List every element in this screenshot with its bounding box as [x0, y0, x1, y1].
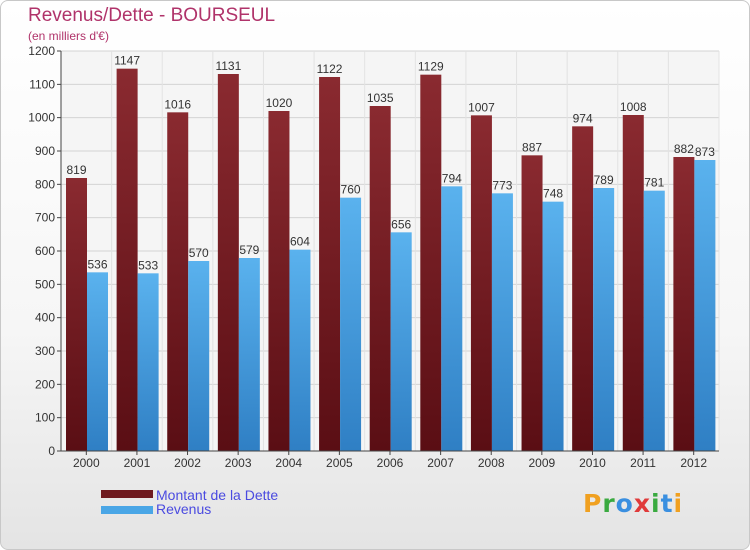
x-tick-label: 2005: [326, 456, 353, 470]
y-tick-label: 300: [35, 344, 55, 358]
revenus-bar: [491, 193, 513, 452]
x-tick-label: 2006: [377, 456, 404, 470]
legend-label-revenus: Revenus: [156, 501, 212, 517]
x-tick-label: 2004: [275, 456, 302, 470]
legend-swatch-revenus: [101, 506, 153, 514]
data-label: 1008: [620, 100, 647, 114]
y-tick-label: 1000: [28, 111, 55, 125]
y-tick-label: 0: [48, 444, 55, 458]
dette-bar: [369, 106, 391, 451]
dette-bar: [116, 68, 138, 452]
dette-bar: [470, 115, 492, 451]
data-label: 604: [290, 235, 310, 249]
data-label: 882: [674, 142, 694, 156]
legend-swatch-dette: [101, 490, 153, 498]
revenus-bar: [593, 188, 615, 451]
revenus-bar: [643, 190, 665, 451]
x-tick-label: 2012: [680, 456, 707, 470]
data-label: 570: [189, 246, 209, 260]
revenus-bar: [390, 232, 412, 451]
revenus-bar: [238, 258, 260, 451]
chart-subtitle: (en milliers d'€): [28, 29, 109, 43]
data-label: 656: [391, 217, 411, 231]
data-label: 773: [492, 178, 512, 192]
data-label: 760: [341, 183, 361, 197]
revenus-bar: [188, 261, 210, 451]
data-label: 873: [695, 145, 715, 159]
data-label: 887: [522, 140, 542, 154]
revenus-bar: [289, 249, 311, 451]
y-tick-label: 500: [35, 277, 55, 291]
data-label: 533: [138, 258, 158, 272]
x-tick-label: 2000: [73, 456, 100, 470]
data-label: 1020: [266, 96, 293, 110]
data-label: 974: [573, 111, 593, 125]
data-label: 1035: [367, 91, 394, 105]
y-tick-label: 600: [35, 244, 55, 258]
revenus-bar: [694, 160, 716, 451]
dette-bar: [268, 111, 290, 451]
legend-label-dette: Montant de la Dette: [156, 487, 279, 503]
y-tick-label: 1100: [29, 77, 55, 91]
proxiti-logo: Proxiti: [583, 489, 684, 518]
data-label: 1129: [418, 60, 444, 74]
revenus-bar: [441, 186, 463, 452]
x-tick-label: 2001: [124, 456, 151, 470]
data-label: 781: [644, 176, 664, 190]
data-label: 748: [543, 187, 563, 201]
x-tick-label: 2009: [528, 456, 555, 470]
x-tick-label: 2008: [478, 456, 505, 470]
x-tick-label: 2010: [579, 456, 606, 470]
y-tick-label: 900: [35, 144, 55, 158]
x-tick-label: 2007: [427, 456, 454, 470]
data-label: 794: [442, 171, 462, 185]
data-label: 1122: [317, 62, 343, 76]
data-label: 1016: [164, 97, 191, 111]
dette-bar: [622, 115, 644, 451]
x-tick-label: 2002: [174, 456, 201, 470]
dette-bar: [66, 178, 87, 451]
dette-bar: [521, 155, 543, 452]
dette-bar: [673, 157, 695, 451]
revenus-bar: [137, 273, 159, 451]
dette-bar: [572, 126, 594, 451]
data-label: 789: [594, 173, 614, 187]
data-label: 579: [239, 243, 259, 257]
y-tick-label: 100: [35, 411, 55, 425]
x-tick-label: 2011: [630, 456, 656, 470]
y-tick-label: 200: [35, 377, 55, 391]
data-label: 1147: [114, 54, 140, 68]
revenus-bar: [542, 201, 564, 451]
dette-bar: [167, 112, 189, 451]
data-label: 1131: [215, 59, 241, 73]
revenus-bar: [87, 272, 108, 451]
y-tick-label: 1200: [28, 44, 55, 58]
dette-bar: [217, 74, 239, 451]
data-label: 819: [66, 163, 86, 177]
y-tick-label: 700: [35, 211, 55, 225]
dette-bar: [319, 77, 341, 451]
chart-title: Revenus/Dette - BOURSEUL: [28, 5, 276, 26]
y-tick-label: 800: [35, 177, 55, 191]
x-tick-label: 2003: [225, 456, 252, 470]
y-tick-label: 400: [35, 311, 55, 325]
revenus-bar: [340, 197, 362, 451]
data-label: 1007: [468, 100, 495, 114]
data-label: 536: [87, 257, 107, 271]
dette-bar: [420, 74, 442, 452]
